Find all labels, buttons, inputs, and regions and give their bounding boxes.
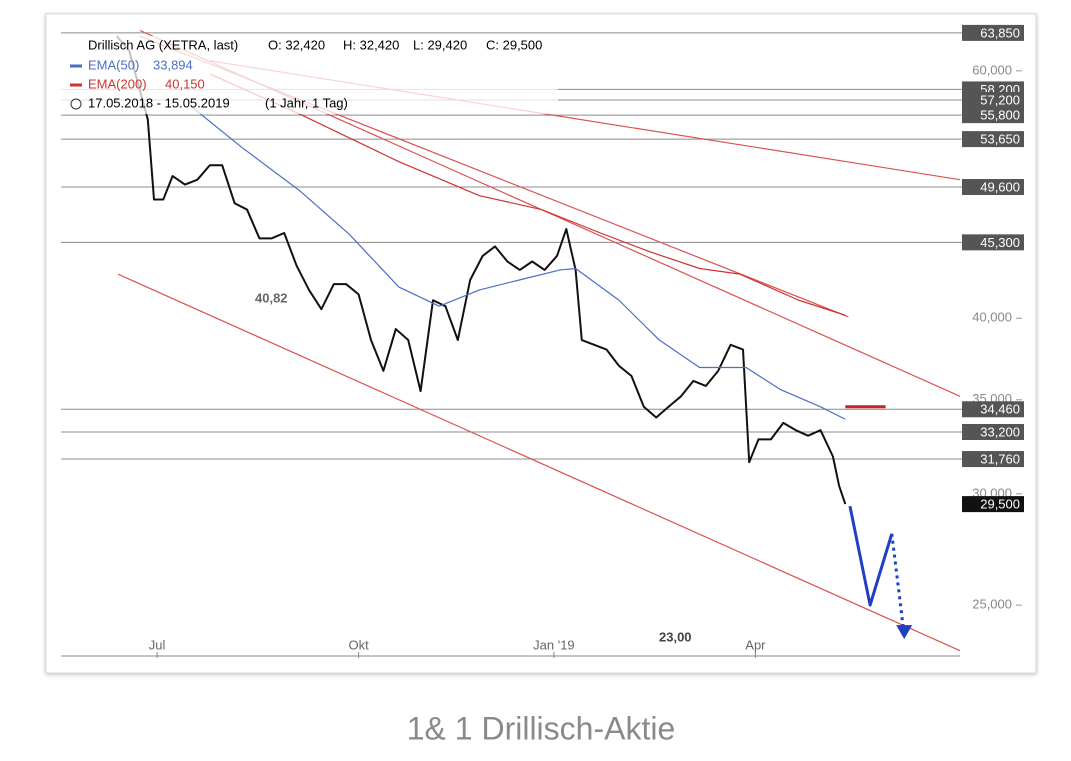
level-label: 57,200 bbox=[980, 92, 1020, 107]
level-box-bg bbox=[962, 107, 1024, 124]
level-label: 49,600 bbox=[980, 179, 1020, 194]
level-box-bg bbox=[962, 179, 1024, 196]
level-label: 63,850 bbox=[980, 25, 1020, 40]
clock-icon bbox=[70, 98, 82, 110]
level-box: 57,200 bbox=[962, 92, 1024, 109]
level-box-bg bbox=[962, 451, 1024, 468]
legend: Drillisch AG (XETRA, last) O: 32,420 H: … bbox=[58, 36, 558, 114]
legend-label: EMA(50) bbox=[88, 57, 139, 72]
level-box: 45,300 bbox=[962, 234, 1024, 251]
interval: (1 Jahr, 1 Tag) bbox=[265, 95, 348, 110]
annotation: 40,82 bbox=[255, 290, 288, 305]
level-box-bg bbox=[962, 131, 1024, 148]
level-label: 34,460 bbox=[980, 402, 1020, 417]
level-label: 33,200 bbox=[980, 424, 1020, 439]
trend-line bbox=[117, 273, 961, 652]
projection-dotted bbox=[890, 533, 906, 636]
instrument: Drillisch AG (XETRA, last) bbox=[88, 37, 238, 52]
level-label: 55,800 bbox=[980, 108, 1020, 123]
level-label: 31,760 bbox=[980, 451, 1020, 466]
legend-label: EMA(200) bbox=[88, 76, 147, 91]
y-tick-label: 60,000 bbox=[972, 62, 1012, 77]
level-box-bg bbox=[962, 423, 1024, 440]
caption: 1& 1 Drillisch-Aktie bbox=[407, 710, 676, 746]
low: L: 29,420 bbox=[413, 37, 467, 52]
x-tick-label: Jul bbox=[149, 637, 166, 652]
level-label: 45,300 bbox=[980, 235, 1020, 250]
chart-frame bbox=[45, 13, 1037, 674]
legend-value: 33,894 bbox=[153, 57, 193, 72]
level-box: 33,200 bbox=[962, 423, 1024, 440]
open: O: 32,420 bbox=[268, 37, 325, 52]
y-tick-label: 25,000 bbox=[972, 597, 1012, 612]
level-box: 31,760 bbox=[962, 451, 1024, 468]
x-tick-label: Okt bbox=[348, 637, 369, 652]
level-box: 53,650 bbox=[962, 131, 1024, 148]
x-tick-label: Jan '19 bbox=[533, 637, 575, 652]
legend-bg bbox=[58, 36, 558, 114]
level-box: 55,800 bbox=[962, 107, 1024, 124]
ema-line bbox=[209, 73, 846, 316]
legend-value: 40,150 bbox=[165, 76, 205, 91]
level-label: 53,650 bbox=[980, 132, 1020, 147]
level-box: 29,500 bbox=[962, 496, 1024, 513]
level-box-bg bbox=[962, 496, 1024, 513]
close: C: 29,500 bbox=[486, 37, 542, 52]
y-tick-label: 40,000 bbox=[972, 310, 1012, 325]
x-tick-label: Apr bbox=[745, 637, 766, 652]
price-line bbox=[116, 35, 847, 505]
level-box: 49,600 bbox=[962, 179, 1024, 196]
high: H: 32,420 bbox=[343, 37, 399, 52]
level-box-bg bbox=[962, 92, 1024, 109]
level-box-bg bbox=[962, 24, 1024, 41]
level-box-bg bbox=[962, 234, 1024, 251]
projection bbox=[848, 505, 894, 607]
annotation: 23,00 bbox=[659, 629, 692, 644]
level-box: 63,850 bbox=[962, 24, 1024, 41]
ema-line bbox=[190, 105, 846, 420]
arrow-head bbox=[896, 625, 913, 640]
period: 17.05.2018 - 15.05.2019 bbox=[88, 95, 230, 110]
level-label: 29,500 bbox=[980, 497, 1020, 512]
level-box: 34,460 bbox=[962, 401, 1024, 418]
level-box-bg bbox=[962, 401, 1024, 418]
